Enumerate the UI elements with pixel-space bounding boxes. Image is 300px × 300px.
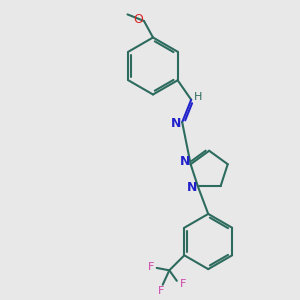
Text: F: F: [158, 286, 164, 296]
Text: N: N: [187, 181, 197, 194]
Text: F: F: [148, 262, 154, 272]
Text: H: H: [194, 92, 202, 102]
Text: O: O: [134, 13, 143, 26]
Text: F: F: [180, 279, 186, 290]
Text: N: N: [179, 155, 190, 168]
Text: N: N: [170, 117, 181, 130]
